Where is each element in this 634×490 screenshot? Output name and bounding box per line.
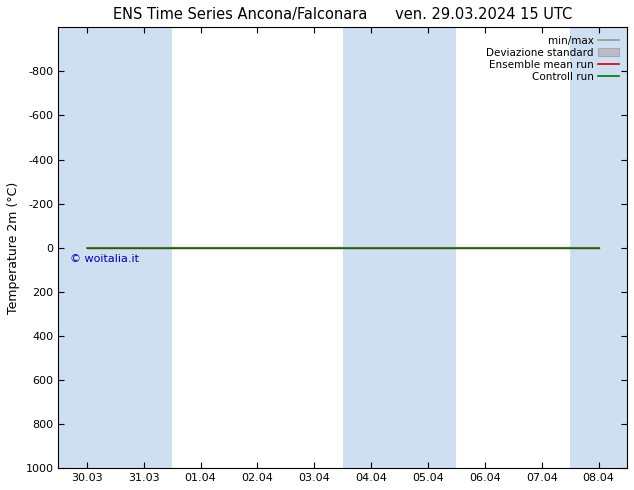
Title: ENS Time Series Ancona/Falconara      ven. 29.03.2024 15 UTC: ENS Time Series Ancona/Falconara ven. 29… <box>113 7 573 22</box>
Bar <box>399 27 456 468</box>
Text: © woitalia.it: © woitalia.it <box>70 254 139 264</box>
Bar <box>58 27 115 468</box>
Bar <box>570 27 627 468</box>
Legend: min/max, Deviazione standard, Ensemble mean run, Controll run: min/max, Deviazione standard, Ensemble m… <box>483 32 622 85</box>
Bar <box>343 27 399 468</box>
Bar <box>115 27 172 468</box>
Y-axis label: Temperature 2m (°C): Temperature 2m (°C) <box>7 182 20 314</box>
